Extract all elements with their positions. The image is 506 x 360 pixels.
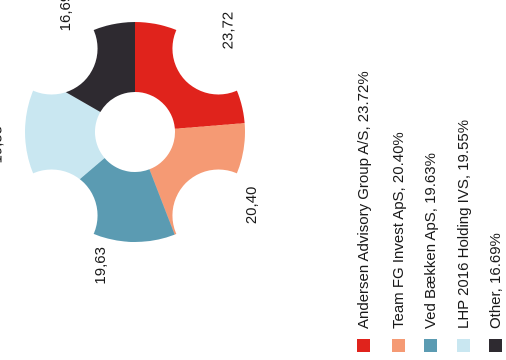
gear-notch-1	[172, 2, 265, 95]
donut-slices	[5, 2, 265, 262]
data-label-lhp-2016-holding: 19,55	[0, 126, 6, 164]
gear-notch-2	[172, 169, 265, 262]
data-label-other: 16,69	[57, 0, 74, 31]
data-label-ved-baekken: 19,63	[92, 247, 109, 285]
gear-notch-3	[5, 169, 98, 262]
data-labels: 23,72 20,40 19,63 19,55 16,69	[0, 0, 260, 285]
data-label-andersen-advisory-group: 23,72	[220, 12, 237, 50]
gear-notch-4	[5, 2, 98, 95]
data-label-team-fg-invest: 20,40	[243, 187, 260, 225]
